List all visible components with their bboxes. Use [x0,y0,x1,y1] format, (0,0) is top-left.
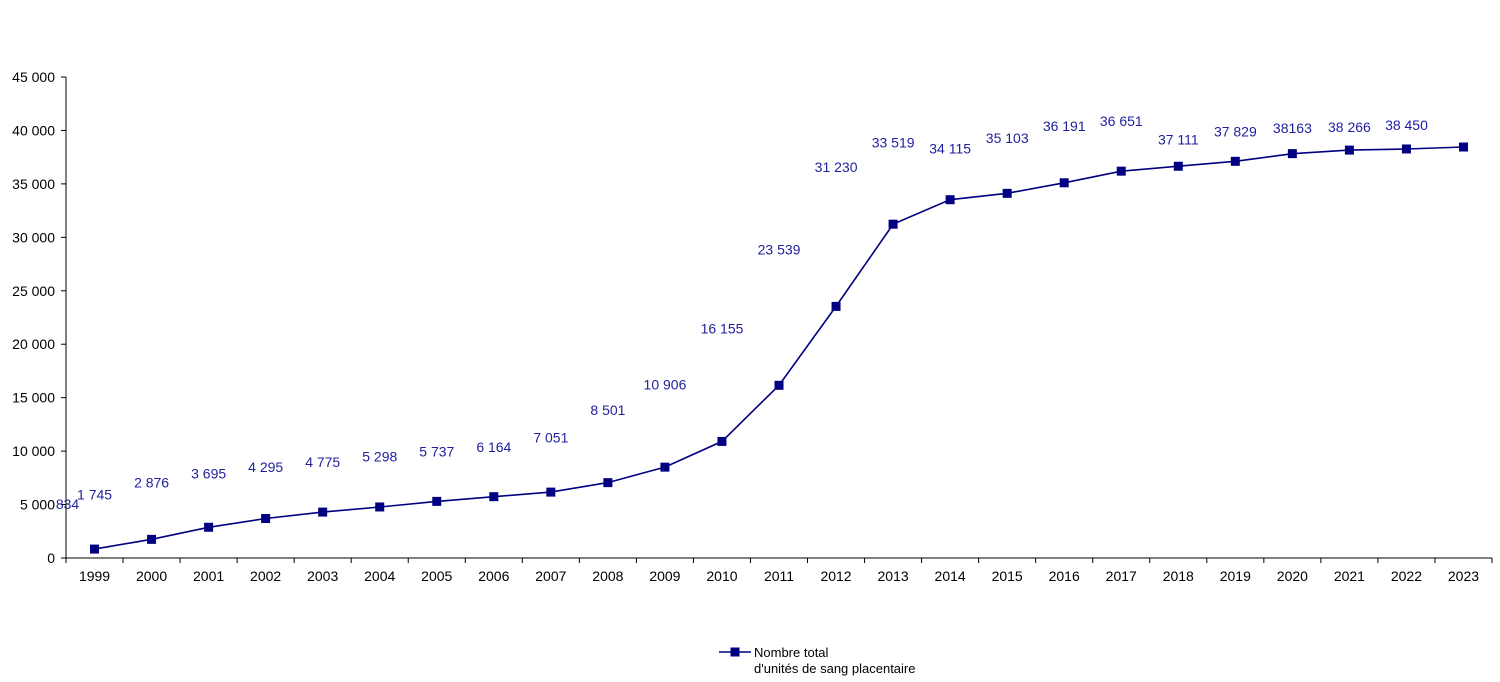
y-tick-label: 10 000 [12,443,55,459]
y-tick-label: 45 000 [12,69,55,85]
data-point-marker [831,301,841,311]
data-point-marker [945,195,955,205]
x-tick-label: 2014 [935,568,966,584]
legend-label: d'unités de sang placentaire [754,661,915,676]
data-point-marker [1173,161,1183,171]
data-label: 1 745 [77,486,112,502]
data-label: 5 298 [362,448,397,464]
x-tick-label: 2023 [1448,568,1479,584]
data-point-marker [1401,144,1411,154]
data-label: 38 266 [1328,119,1371,135]
series-group [90,142,1468,554]
series-line [94,146,1464,550]
data-label: 16 155 [701,320,744,336]
data-point-marker [603,478,613,488]
y-tick-label: 30 000 [12,229,55,245]
data-point-marker [318,507,328,517]
data-label: 2 876 [134,474,169,490]
data-point-marker [1287,149,1297,159]
data-label: 35 103 [986,130,1029,146]
x-tick-label: 2000 [136,568,167,584]
data-label: 4 295 [248,459,283,475]
data-point-marker [1230,156,1240,166]
y-tick-label: 25 000 [12,283,55,299]
x-tick-label: 2012 [820,568,851,584]
data-label: 3 695 [191,466,226,482]
x-tick-label: 2018 [1163,568,1194,584]
data-point-marker [660,462,670,472]
x-tick-label: 2001 [193,568,224,584]
data-label: 36 651 [1100,113,1143,129]
x-tick-label: 2013 [878,568,909,584]
y-tick-label: 15 000 [12,390,55,406]
chart-axes [65,77,1492,559]
y-axis-ticks: 0 5 000 10 000 15 000 20 000 25 000 30 000 35 0… [12,69,66,566]
x-tick-label: 2011 [764,568,794,584]
data-label: 5 737 [419,444,454,460]
data-label: 34 115 [929,140,971,156]
data-point-marker [147,534,157,544]
y-tick-label: 35 000 [12,176,55,192]
x-tick-label: 2004 [364,568,395,584]
data-point-marker [1059,178,1069,188]
x-tick-label: 2020 [1277,568,1308,584]
data-point-marker [261,514,271,524]
data-point-marker [1116,166,1126,176]
data-label: 36 191 [1043,118,1086,134]
x-tick-label: 2015 [992,568,1023,584]
data-point-marker [717,436,727,446]
data-point-marker [204,522,214,532]
x-tick-label: 2005 [421,568,452,584]
y-tick-label: 40 000 [12,122,55,138]
data-point-marker [1458,142,1468,152]
data-point-marker [774,380,784,390]
data-label: 38163 [1273,120,1312,136]
y-tick-label: 0 [47,550,55,566]
data-label: 37 111 [1158,131,1199,147]
x-tick-label: 2016 [1049,568,1080,584]
data-label: 8 501 [590,402,625,418]
data-label: 37 829 [1214,124,1257,140]
data-label: 23 539 [758,241,801,257]
data-point-marker [888,219,898,229]
data-label: 834 [56,496,80,512]
data-label: 33 519 [872,135,915,151]
y-tick-label: 5 000 [20,497,55,513]
x-tick-label: 1999 [79,568,110,584]
legend-marker [730,647,740,657]
y-tick-label: 20 000 [12,336,55,352]
data-point-marker [1002,188,1012,198]
data-label: 7 051 [533,430,568,446]
x-tick-label: 2021 [1334,568,1365,584]
data-label: 4 775 [305,454,340,470]
x-axis-ticks: 1999 2000 2001 2002 2003 2004 2005 2006 2007 2008… [65,558,1493,584]
data-label: 38 450 [1385,117,1428,133]
data-point-marker [1344,145,1354,155]
x-tick-label: 2022 [1391,568,1422,584]
data-label: 6 164 [476,439,511,455]
x-tick-label: 2006 [478,568,509,584]
data-label: 31 230 [815,159,858,175]
x-tick-label: 2017 [1106,568,1137,584]
data-point-marker [90,544,100,554]
data-point-marker [432,496,442,506]
data-label: 10 906 [644,376,687,392]
x-tick-label: 2009 [649,568,680,584]
x-tick-label: 2019 [1220,568,1251,584]
data-point-marker [375,502,385,512]
x-tick-label: 2008 [592,568,623,584]
data-point-marker [489,492,499,502]
legend-label: Nombre total [754,645,829,660]
x-tick-label: 2002 [250,568,281,584]
x-tick-label: 2003 [307,568,338,584]
x-tick-label: 2010 [706,568,737,584]
x-tick-label: 2007 [535,568,566,584]
data-point-marker [546,487,556,497]
